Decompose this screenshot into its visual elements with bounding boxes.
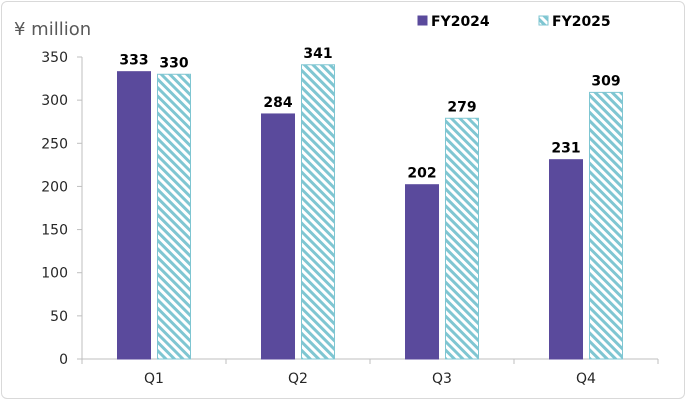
data-label: 202 — [407, 166, 436, 182]
y-axis: 0 50 100 150 200 250 300 350 — [41, 50, 83, 368]
x-category-label: Q1 — [144, 371, 164, 387]
bar-fy2025-q4 — [589, 91, 623, 360]
y-tick-label: 250 — [41, 136, 68, 152]
data-label: 341 — [303, 46, 332, 62]
legend-swatch-fy2025 — [538, 15, 549, 26]
data-label: 333 — [119, 53, 148, 69]
bar-fy2024-q2 — [261, 113, 295, 360]
y-tick-label: 350 — [41, 50, 68, 66]
legend-label: FY2025 — [552, 14, 611, 30]
x-axis: Q1 Q2 Q3 Q4 — [81, 358, 659, 387]
x-category-label: Q2 — [288, 371, 308, 387]
data-label: 309 — [591, 73, 620, 89]
legend-swatch-fy2024 — [417, 15, 428, 26]
bar-fy2025-q2 — [301, 64, 335, 360]
bar-fy2025-q3 — [445, 117, 479, 360]
data-label: 330 — [159, 55, 188, 71]
y-tick-label: 100 — [41, 266, 68, 282]
bars — [117, 64, 623, 360]
data-label: 284 — [263, 95, 292, 111]
bar-fy2024-q4 — [549, 159, 583, 360]
legend: FY2024 FY2025 — [417, 14, 611, 30]
y-tick-label: 50 — [50, 309, 68, 325]
bar-fy2024-q1 — [117, 71, 151, 360]
y-tick-label: 200 — [41, 179, 68, 195]
bar-fy2024-q3 — [405, 184, 439, 360]
data-label: 279 — [447, 99, 476, 115]
bar-fy2025-q1 — [157, 73, 191, 360]
y-tick-label: 150 — [41, 223, 68, 239]
x-category-label: Q4 — [576, 371, 596, 387]
y-tick-label: 300 — [41, 93, 68, 109]
legend-label: FY2024 — [431, 14, 490, 30]
data-labels: 333 284 202 231 330 341 279 309 — [119, 46, 620, 182]
data-label: 231 — [551, 141, 580, 157]
y-tick-label: 0 — [59, 352, 68, 368]
x-category-label: Q3 — [432, 371, 452, 387]
y-axis-unit-label: ¥ million — [14, 19, 91, 40]
